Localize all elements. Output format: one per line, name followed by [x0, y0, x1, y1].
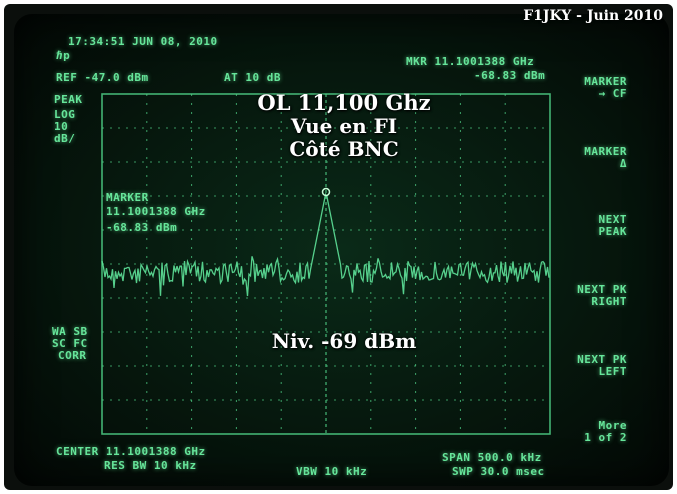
overlay-level-caption: Niv. -69 dBm: [271, 329, 417, 353]
datetime-readout: 17:34:51 JUN 08, 2010: [68, 35, 218, 48]
photo-credit: F1JKY - Juin 2010: [523, 8, 663, 24]
softkey-label: PEAK: [598, 225, 627, 238]
marker-frequency-readout: MKR 11.1001388 GHz: [406, 55, 535, 68]
marker-diamond: [321, 187, 331, 197]
detector-label: PEAK: [54, 93, 83, 106]
softkey-next-peak-left[interactable]: NEXT PK LEFT: [577, 354, 627, 378]
marker-level-readout: -68.83 dBm: [474, 69, 546, 82]
marker-box-frequency: 11.1001388 GHz: [106, 205, 206, 218]
resolution-bandwidth-readout: RES BW 10 kHz: [104, 459, 197, 472]
crt-screen: 17:34:51 JUN 08, 2010 ℏp REF -47.0 dBm A…: [14, 14, 669, 486]
scale-unit-label: dB/: [54, 132, 76, 145]
softkey-label: RIGHT: [591, 295, 627, 308]
spectrum-display: [101, 93, 551, 435]
softkey-label: More: [598, 419, 627, 432]
bottom-left-label-2: SC FC: [52, 337, 88, 350]
hp-logo-icon: ℏp: [56, 49, 71, 62]
attenuation-readout: AT 10 dB: [224, 71, 281, 84]
scale-value-label: 10: [54, 120, 69, 133]
overlay-title-line3: Côté BNC: [289, 137, 399, 161]
video-bandwidth-readout: VBW 10 kHz: [296, 465, 368, 478]
softkey-next-peak-right[interactable]: NEXT PK RIGHT: [577, 284, 627, 308]
softkey-label: NEXT: [598, 213, 627, 226]
spectrum-trace: [101, 192, 550, 297]
bottom-left-label-1: WA SB: [52, 325, 88, 338]
monitor-bezel: 17:34:51 JUN 08, 2010 ℏp REF -47.0 dBm A…: [4, 4, 673, 490]
softkey-label: NEXT PK: [577, 353, 627, 366]
softkey-next-peak[interactable]: NEXT PEAK: [599, 214, 628, 238]
center-frequency-readout: CENTER 11.1001388 GHz: [56, 445, 206, 458]
marker-box-level: -68.83 dBm: [106, 221, 178, 234]
span-readout: SPAN 500.0 kHz: [442, 451, 542, 464]
bottom-left-label-3: CORR: [58, 349, 87, 362]
overlay-title-line2: Vue en FI: [290, 114, 398, 138]
softkey-more[interactable]: More 1 of 2: [584, 420, 627, 444]
softkey-marker-to-cf[interactable]: MARKER → CF: [584, 76, 627, 100]
scale-type-label: LOG: [54, 108, 76, 121]
softkey-label: LEFT: [598, 365, 627, 378]
softkey-label: Δ: [619, 157, 627, 170]
marker-box-title: MARKER: [106, 191, 149, 204]
softkey-marker-delta[interactable]: MARKER Δ: [584, 146, 627, 170]
softkey-label: 1 of 2: [584, 431, 627, 444]
overlay-title-line1: OL 11,100 Ghz: [257, 90, 431, 115]
softkey-label: MARKER: [584, 145, 627, 158]
ref-level-readout: REF -47.0 dBm: [56, 71, 149, 84]
softkey-label: → CF: [598, 87, 627, 100]
softkey-label: MARKER: [584, 75, 627, 88]
softkey-label: NEXT PK: [577, 283, 627, 296]
sweep-time-readout: SWP 30.0 msec: [452, 465, 545, 478]
